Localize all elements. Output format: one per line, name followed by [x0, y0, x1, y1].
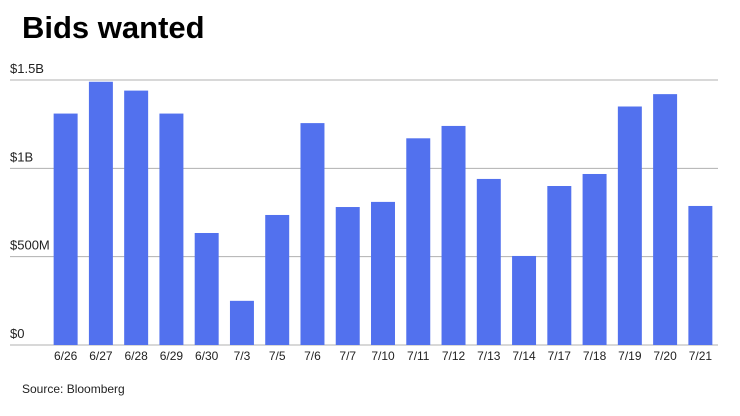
x-tick-label: 7/19 [618, 349, 642, 363]
bar [441, 125, 466, 345]
bar [194, 232, 219, 345]
x-tick-label: 7/14 [512, 349, 536, 363]
x-tick-label: 7/13 [477, 349, 501, 363]
bar [300, 123, 325, 346]
x-tick-label: 6/29 [160, 349, 184, 363]
x-tick-label: 7/10 [371, 349, 395, 363]
x-tick-label: 7/6 [304, 349, 321, 363]
x-tick-label: 7/3 [234, 349, 251, 363]
x-tick-label: 6/28 [124, 349, 148, 363]
y-tick-label: $1.5B [10, 61, 44, 76]
bar [88, 81, 113, 346]
x-tick-label: 7/18 [583, 349, 607, 363]
bar [617, 106, 642, 345]
bar [688, 205, 713, 345]
bar [159, 113, 184, 345]
x-tick-label: 7/12 [442, 349, 466, 363]
bar [265, 214, 290, 345]
bar [476, 178, 501, 345]
x-tick-label: 7/20 [653, 349, 677, 363]
bar [371, 201, 395, 345]
x-tick-label: 6/30 [195, 349, 219, 363]
x-tick-label: 7/7 [339, 349, 356, 363]
bar [124, 90, 149, 345]
source: Source: Bloomberg [22, 382, 125, 396]
chart-title: Bids wanted [22, 10, 205, 45]
x-tick-label: 6/26 [54, 349, 78, 363]
bar [653, 94, 678, 345]
x-tick-label: 7/5 [269, 349, 286, 363]
bar [229, 300, 254, 345]
y-tick-label: $500M [10, 238, 50, 253]
bar [53, 113, 78, 345]
x-tick-label: 6/27 [89, 349, 113, 363]
bar [547, 186, 572, 345]
x-tick-label: 7/21 [689, 349, 713, 363]
y-tick-label: $1B [10, 149, 33, 164]
bar [406, 138, 431, 345]
x-tick-label: 7/17 [548, 349, 572, 363]
x-tick-label: 7/11 [407, 349, 430, 363]
bar [582, 173, 607, 345]
bar [512, 255, 537, 345]
y-tick-label: $0 [10, 326, 24, 341]
bar [335, 207, 360, 345]
